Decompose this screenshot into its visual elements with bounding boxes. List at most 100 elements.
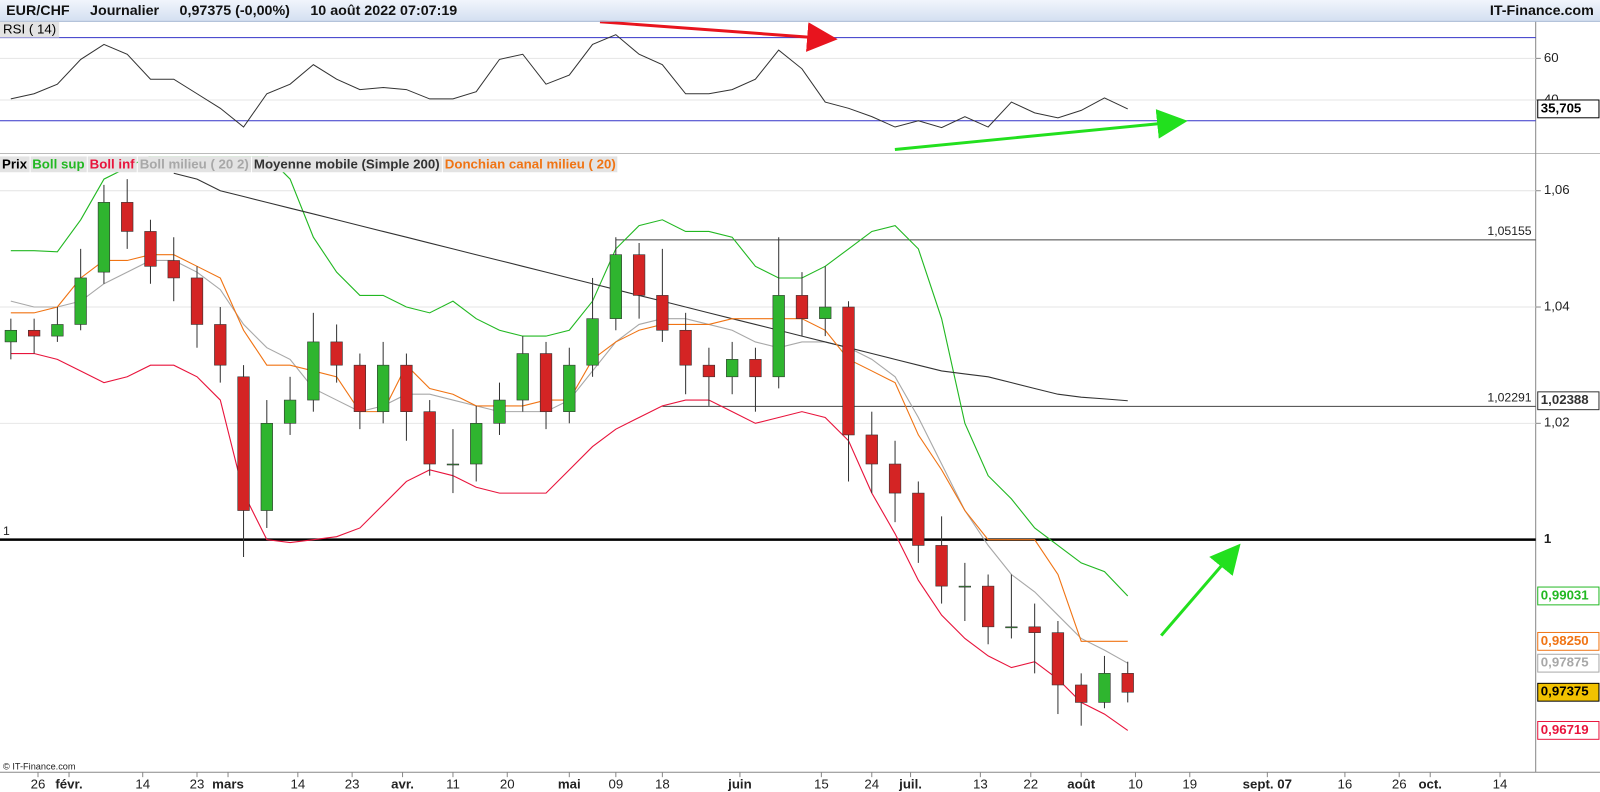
series-line [10,259,1129,664]
candle-body [330,341,343,366]
candle-body [353,364,367,412]
x-tick-label: 26 [1392,777,1407,792]
candle-body [842,306,855,436]
period[interactable]: Journalier [90,1,160,18]
candle-body [1051,632,1065,686]
last-value-box [1537,631,1600,651]
candle-body [912,492,925,546]
y-tick-label: 60 [1544,50,1559,65]
last-value-label: 0,99031 [1541,588,1589,603]
candle-body [679,329,692,366]
legend-item[interactable]: Boll inf [87,156,137,173]
level-label: 1,02291 [1487,391,1532,405]
candle-body [958,585,971,588]
x-tick-label: juin [727,777,752,792]
last-value-label: 0,97375 [1541,684,1589,699]
candle-body [423,411,436,465]
x-tick-label: 09 [608,777,623,792]
header: EUR/CHF Journalier 0,97375 (-0,00%) 10 août… [0,0,1600,22]
x-tick-label: 15 [814,777,829,792]
y-tick-label: 1,02 [1544,415,1570,430]
legend-item[interactable]: Donchian canal milieu ( 20) [442,156,618,173]
candle-body [516,353,529,401]
candle-body [237,376,250,511]
candle-body [51,324,64,337]
x-tick-label: juil. [898,777,922,792]
last-value-box [1537,653,1600,673]
candle-body [865,434,878,465]
candle-body [656,295,669,331]
legend-item[interactable]: Boll milieu ( 20 2) [137,156,251,173]
candle-body [1121,673,1134,693]
candle-body [819,306,832,319]
x-tick-label: 26 [31,777,46,792]
candle-body [749,359,762,378]
last-value-label: 0,97875 [1541,655,1589,670]
rsi-title: RSI ( 14) [0,21,60,38]
footer: © IT-Finance.com [3,762,75,772]
candle-body [795,295,809,319]
legend-item[interactable]: Boll sup [30,156,87,173]
symbol[interactable]: EUR/CHF [6,1,70,18]
candle-body [144,231,157,267]
last-value-box [1537,682,1600,702]
candle-body [1028,626,1041,633]
x-tick-label: avr. [391,777,414,792]
candle-body [586,318,599,366]
x-tick-label: mars [212,777,244,792]
candle-body [609,254,622,319]
candle-body [539,353,553,412]
candle-body [446,463,460,466]
quote: 0,97375 (-0,00%) [179,1,290,18]
x-tick-label: sept. 07 [1243,777,1292,792]
last-value-box [1537,586,1600,606]
candle-body [283,399,297,424]
x-tick-label: 23 [190,777,205,792]
x-tick-label: 16 [1338,777,1353,792]
x-tick-label: 24 [864,777,879,792]
x-tick-label: août [1067,777,1096,792]
last-value-label: 35,705 [1541,100,1582,115]
annotation-arrow [894,109,1188,151]
last-value-box [1537,720,1600,740]
y-tick-label: 1,06 [1544,182,1570,197]
candle-body [28,329,41,337]
candle-body [982,585,995,628]
x-tick-label: oct. [1418,777,1442,792]
brand[interactable]: IT-Finance.com [1489,1,1594,18]
candle-body [935,545,948,587]
annotation-arrow [1160,543,1241,637]
candle-body [190,277,204,325]
x-tick-label: févr. [55,777,82,792]
legend-item[interactable]: Prix [0,156,30,173]
x-tick-label: 13 [973,777,988,792]
candle-body [1075,684,1088,703]
candle-body [493,399,506,424]
candle-body [400,364,413,412]
x-tick-label: 14 [135,777,150,792]
level-label: 1,05155 [1487,224,1532,238]
y-tick-label: 1,04 [1544,299,1570,314]
legend: Prix Boll sup Boll inf Boll milieu ( 20 2) M… [0,156,619,173]
series-line [10,34,1128,129]
candle-body [97,202,111,273]
series-line [173,172,1128,402]
candle-body [726,359,739,378]
datetime: 10 août 2022 07:07:19 [310,1,458,18]
last-value-label: 0,96719 [1541,722,1589,737]
candle-body [307,341,320,401]
candle-body [702,364,716,378]
x-tick-label: 19 [1182,777,1197,792]
candle-body [214,324,227,366]
candle-body [632,254,646,296]
candle-body [563,364,576,412]
x-tick-label: 23 [345,777,360,792]
last-value-box [1537,99,1600,119]
candle-body [1098,673,1111,703]
legend-item[interactable]: Moyenne mobile (Simple 200) [251,156,442,173]
level-label: 1 [3,524,10,538]
candle-body [4,329,17,343]
candle-body [377,364,390,412]
series-line [10,254,1128,642]
